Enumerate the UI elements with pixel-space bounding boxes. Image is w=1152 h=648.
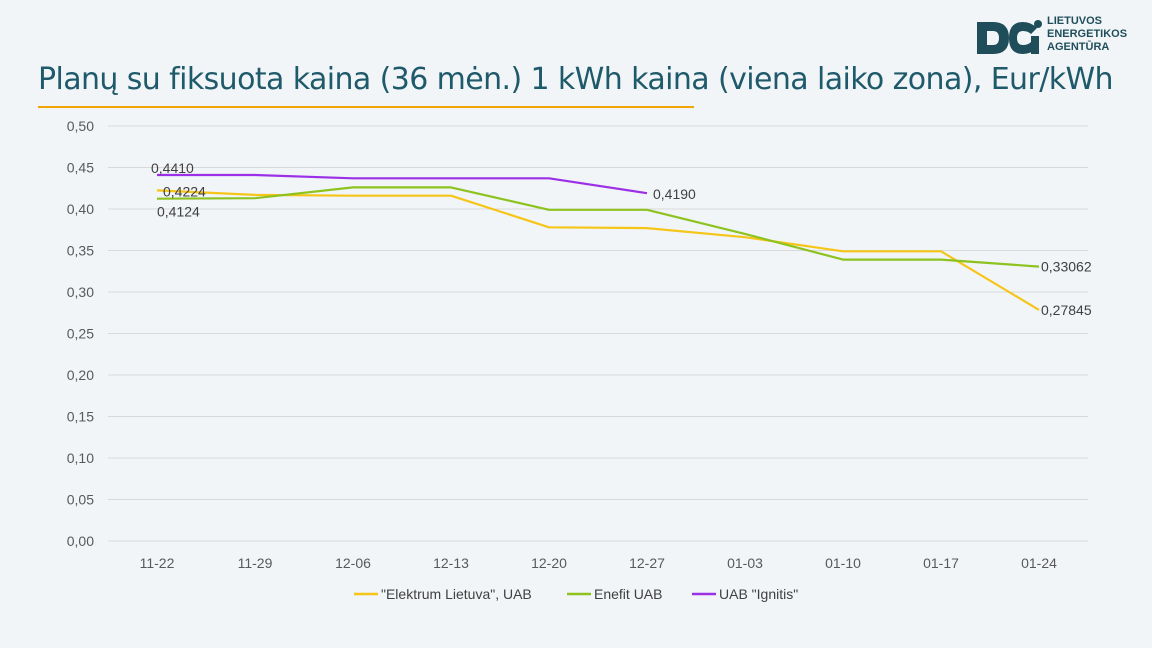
data-label: 0,27845 xyxy=(1041,302,1092,318)
grid-lines xyxy=(108,125,1088,542)
y-tick-label: 0,45 xyxy=(67,160,94,176)
title-underline xyxy=(38,106,694,108)
y-tick-label: 0,30 xyxy=(67,284,94,300)
data-labels: 0,4410 0,4224 0,4124 0,4190 0,33062 0,27845 xyxy=(151,160,1092,318)
y-tick-label: 0,15 xyxy=(67,409,94,425)
x-tick-label: 12-13 xyxy=(433,555,469,571)
agency-logo: LIETUVOS ENERGETIKOS AGENTŪRA xyxy=(975,14,1135,58)
x-tick-label: 01-03 xyxy=(727,555,763,571)
y-tick-label: 0,10 xyxy=(67,450,94,466)
legend: "Elektrum Lietuva", UAB Enefit UAB UAB "Ig… xyxy=(354,586,798,602)
logo-mark-icon xyxy=(977,20,1042,54)
data-label: 0,4224 xyxy=(163,183,206,199)
data-label: 0,4124 xyxy=(157,204,200,220)
series-line xyxy=(156,186,1040,268)
chart-title: Planų su fiksuota kaina (36 mėn.) 1 kWh … xyxy=(38,62,1114,97)
x-tick-label: 11-22 xyxy=(140,555,175,571)
x-tick-label: 12-27 xyxy=(629,555,665,571)
x-tick-label: 12-06 xyxy=(335,555,371,571)
y-tick-label: 0,05 xyxy=(67,492,94,508)
legend-item: Enefit UAB xyxy=(567,586,662,602)
logo-text-line: LIETUVOS xyxy=(1047,15,1103,27)
legend-item: UAB "Ignitis" xyxy=(692,586,798,602)
data-label: 0,33062 xyxy=(1041,259,1092,275)
y-tick-label: 0,35 xyxy=(67,243,94,259)
logo-text-line: AGENTŪRA xyxy=(1047,41,1110,53)
legend-label: "Elektrum Lietuva", UAB xyxy=(381,586,532,602)
x-tick-label: 11-29 xyxy=(238,555,273,571)
series-lines xyxy=(156,173,1040,311)
x-tick-label: 01-10 xyxy=(825,555,861,571)
legend-label: UAB "Ignitis" xyxy=(719,586,798,602)
x-axis-ticks: 11-22 11-29 12-06 12-13 12-20 12-27 01-03 01-10… xyxy=(140,555,1058,571)
x-tick-label: 12-20 xyxy=(531,555,567,571)
y-tick-label: 0,25 xyxy=(67,326,94,342)
y-tick-label: 0,50 xyxy=(67,118,94,134)
legend-item: "Elektrum Lietuva", UAB xyxy=(354,586,532,602)
series-line xyxy=(156,189,1040,311)
series-line xyxy=(157,173,648,195)
y-tick-label: 0,00 xyxy=(67,533,94,549)
x-tick-label: 01-17 xyxy=(923,555,959,571)
x-tick-label: 01-24 xyxy=(1021,555,1057,571)
logo-text-line: ENERGETIKOS xyxy=(1047,28,1128,40)
y-axis-ticks: 0,00 0,05 0,10 0,15 0,20 0,25 0,30 0,35 0,40 0,45… xyxy=(67,118,94,549)
data-label: 0,4410 xyxy=(151,160,194,176)
legend-label: Enefit UAB xyxy=(594,586,662,602)
data-label: 0,4190 xyxy=(653,186,696,202)
y-tick-label: 0,20 xyxy=(67,367,94,383)
y-tick-label: 0,40 xyxy=(67,201,94,217)
